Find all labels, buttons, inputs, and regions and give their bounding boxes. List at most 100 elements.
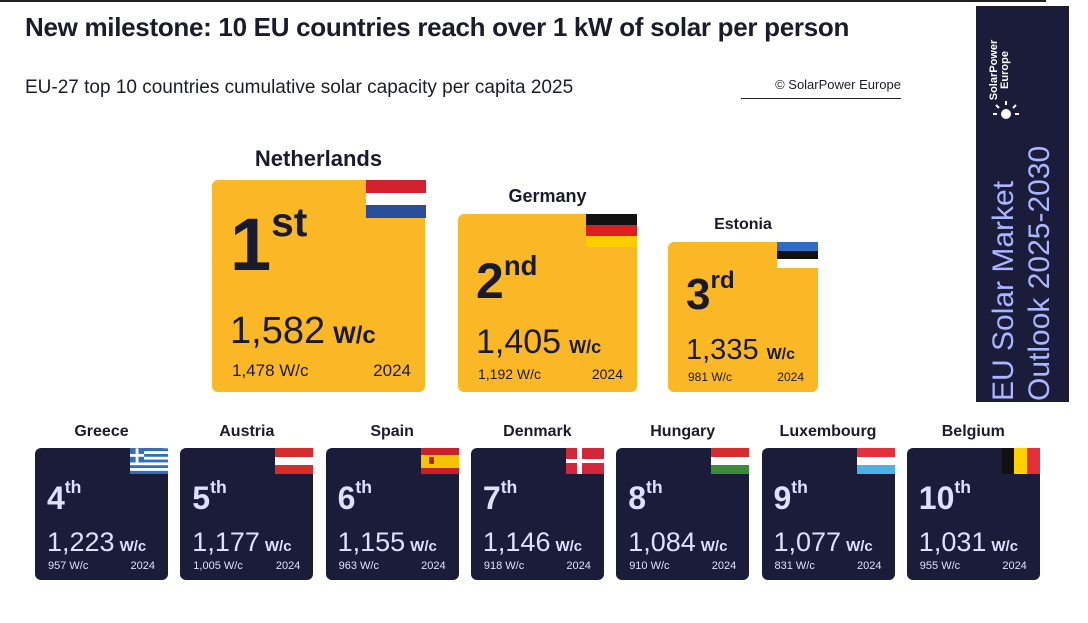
rank-suffix: st <box>271 198 308 245</box>
country-name: Luxembourg <box>779 423 877 440</box>
previous-value: 957 W/c <box>48 560 89 572</box>
hungary-flag-icon <box>711 448 750 474</box>
previous-value: 910 W/c <box>629 560 670 572</box>
capacity-unit: W/c <box>846 538 873 555</box>
capacity-value: 1,155 W/c <box>338 529 437 556</box>
capacity-number: 1,177 <box>192 527 260 557</box>
estonia-flag-icon <box>777 242 818 268</box>
rank-suffix: th <box>791 477 808 498</box>
credit-label: © SolarPower Europe <box>741 77 901 99</box>
rank-number: 1 <box>230 203 272 286</box>
previous-year: 2024 <box>566 560 591 572</box>
rank-number: 8 <box>628 480 646 516</box>
previous-value: 918 W/c <box>483 560 525 572</box>
capacity-number: 1,335 <box>686 334 759 366</box>
capacity-value: 1,405 W/c <box>476 325 601 359</box>
country-name: Denmark <box>503 423 572 440</box>
rank-suffix: th <box>954 477 971 498</box>
capacity-number: 1,031 <box>918 527 987 557</box>
rank-label: 1st <box>230 202 307 282</box>
country-name: Hungary <box>650 423 716 440</box>
previous-value: 955 W/c <box>919 560 961 572</box>
previous-year: 2024 <box>373 361 411 380</box>
capacity-unit: W/c <box>766 346 796 363</box>
previous-value: 1,005 W/c <box>193 560 243 572</box>
capacity-unit: W/c <box>700 538 728 555</box>
capacity-unit: W/c <box>264 538 292 555</box>
banner-line2: Outlook 2025-2030 <box>1023 145 1056 401</box>
rank-number: 4 <box>47 480 65 516</box>
previous-year: 2024 <box>130 560 155 572</box>
rank-label: 10th <box>918 479 971 516</box>
netherlands-flag-icon <box>366 180 426 218</box>
rank-suffix: th <box>210 477 227 498</box>
capacity-unit: W/c <box>569 337 602 357</box>
rank-label: 2nd <box>476 252 537 309</box>
belgium-flag-icon <box>1001 448 1040 474</box>
capacity-value: 1,146 W/c <box>483 529 582 556</box>
rank-number: 10 <box>918 480 955 516</box>
capacity-value: 1,223 W/c <box>47 529 146 556</box>
capacity-number: 1,223 <box>47 527 115 557</box>
rank-suffix: nd <box>503 249 538 281</box>
capacity-value: 1,335 W/c <box>686 336 795 365</box>
capacity-unit: W/c <box>119 538 147 555</box>
greece-flag-icon <box>130 448 168 474</box>
spain-flag-icon <box>420 448 459 474</box>
capacity-unit: W/c <box>555 538 583 555</box>
country-name: Germany <box>508 186 587 206</box>
banner-line1: EU Solar Market <box>987 180 1020 401</box>
rank-label: 4th <box>47 479 81 516</box>
country-name: Austria <box>219 423 275 440</box>
capacity-unit: W/c <box>333 322 376 349</box>
rank-number: 6 <box>337 480 356 516</box>
rank-suffix: th <box>500 477 518 498</box>
capacity-number: 1,155 <box>337 527 406 557</box>
country-name: Greece <box>74 423 129 440</box>
country-name: Netherlands <box>254 146 383 171</box>
rank-label: 9th <box>773 479 808 516</box>
page-title: New milestone: 10 EU countries reach ove… <box>25 12 850 42</box>
outlook-banner: SolarPower Europe EU Solar Market Outloo… <box>976 6 1069 402</box>
previous-value: 981 W/c <box>688 370 733 384</box>
previous-value: 831 W/c <box>774 560 815 572</box>
capacity-value: 1,582 W/c <box>230 312 376 350</box>
rank-label: 3rd <box>686 269 735 319</box>
capacity-number: 1,077 <box>773 527 842 557</box>
capacity-unit: W/c <box>410 538 437 555</box>
previous-year: 2024 <box>591 366 623 382</box>
rank-suffix: th <box>355 477 372 498</box>
previous-year: 2024 <box>857 560 882 572</box>
previous-year: 2024 <box>711 560 737 572</box>
solarpower-europe-logo: SolarPower Europe <box>982 12 1024 124</box>
rank-suffix: th <box>645 477 663 498</box>
rank-number: 9 <box>773 480 792 516</box>
rank-label: 8th <box>628 479 662 516</box>
capacity-number: 1,146 <box>482 527 551 557</box>
capacity-number: 1,405 <box>476 323 562 361</box>
austria-flag-icon <box>275 448 314 474</box>
rank-label: 6th <box>337 479 372 516</box>
capacity-value: 1,084 W/c <box>628 529 727 556</box>
previous-year: 2024 <box>777 370 804 384</box>
previous-value: 1,192 W/c <box>478 366 542 382</box>
country-name: Spain <box>370 423 414 440</box>
previous-year: 2024 <box>275 560 301 572</box>
capacity-unit: W/c <box>991 538 1019 555</box>
germany-flag-icon <box>586 214 637 247</box>
rank-label: 5th <box>192 479 226 516</box>
sun-icon <box>993 101 1019 119</box>
previous-year: 2024 <box>1002 560 1027 572</box>
chart-subtitle: EU-27 top 10 countries cumulative solar … <box>25 77 574 98</box>
luxembourg-flag-icon <box>856 448 895 474</box>
rank-number: 2 <box>476 253 504 309</box>
capacity-number: 1,084 <box>628 527 696 557</box>
country-name: Belgium <box>941 423 1005 440</box>
rank-number: 3 <box>686 270 711 319</box>
rank-number: 7 <box>482 480 501 516</box>
rank-suffix: rd <box>710 267 735 295</box>
capacity-number: 1,582 <box>230 310 326 352</box>
capacity-value: 1,077 W/c <box>774 529 873 556</box>
rank-number: 5 <box>192 480 211 516</box>
previous-year: 2024 <box>421 560 446 572</box>
